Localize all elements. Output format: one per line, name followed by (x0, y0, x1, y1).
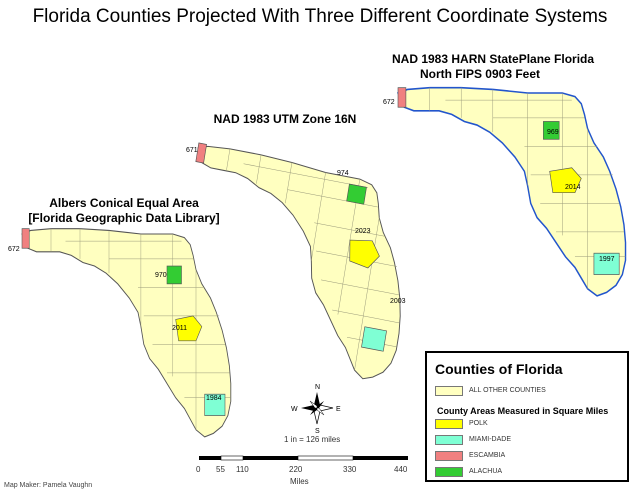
legend-miami-dade-swatch (435, 434, 463, 445)
scale-tick-0: 0 (196, 465, 201, 474)
albers-miami-dade-label: 1984 (206, 395, 222, 402)
legend-miami-dade-label: MIAMI-DADE (469, 436, 511, 443)
compass-e: E (336, 406, 341, 413)
albers-alachua-label: 970 (155, 272, 167, 279)
map-maker: Map Maker: Pamela Vaughn (4, 482, 93, 489)
legend-polk-label: POLK (469, 420, 488, 427)
stateplane-alachua-label: 969 (547, 129, 559, 136)
stateplane-alachua (543, 121, 560, 140)
legend-miami-dade-row: MIAMI-DADE (435, 433, 511, 446)
legend-other-swatch (435, 385, 463, 396)
legend-alachua-row: ALACHUA (435, 465, 502, 478)
legend-escambia-swatch (435, 450, 463, 461)
scale-tick-330: 330 (343, 465, 357, 474)
scale-tick-55: 55 (216, 465, 225, 474)
albers-label-line1: Albers Conical Equal Area (49, 196, 199, 210)
legend-alachua-swatch (435, 466, 463, 477)
utm-polk-label: 2023 (355, 228, 371, 235)
legend: Counties of Florida ALL OTHER COUNTIES C… (425, 351, 629, 482)
albers-escambia-label: 672 (8, 246, 20, 253)
utm-polk (349, 239, 380, 269)
stateplane-escambia-label: 672 (383, 99, 395, 106)
stateplane-label-line1: NAD 1983 HARN StatePlane Florida (392, 52, 595, 66)
legend-subtitle: County Areas Measured in Square Miles (437, 406, 609, 416)
legend-title: Counties of Florida (435, 361, 563, 377)
map-title: Florida Counties Projected With Three Di… (32, 6, 608, 27)
stateplane-escambia (397, 87, 407, 108)
utm-label-line1: NAD 1983 UTM Zone 16N (213, 112, 357, 126)
utm-escambia (195, 142, 207, 164)
albers-alachua (166, 265, 182, 285)
legend-polk-swatch (435, 418, 463, 429)
scale-tick-440: 440 (394, 465, 408, 474)
albers-miami-dade (204, 393, 226, 416)
stateplane-polk (549, 167, 582, 194)
albers-escambia (21, 228, 30, 249)
utm-miami-dade-label: 2003 (390, 298, 406, 305)
legend-polk-row: POLK (435, 417, 488, 430)
compass-n: N (315, 384, 320, 391)
legend-escambia-label: ESCAMBIA (469, 452, 506, 459)
scale-tick-110: 110 (236, 465, 249, 474)
stateplane-label-line2: North FIPS 0903 Feet (419, 67, 541, 81)
scale-bar (199, 455, 408, 461)
compass-rose-icon: N S E W (291, 384, 341, 435)
utm-alachua (346, 183, 367, 205)
scale-units: Miles (290, 477, 309, 486)
stateplane-miami-dade-label: 1997 (599, 256, 615, 263)
stateplane-miami-dade (593, 252, 620, 275)
albers-label-line2: [Florida Geographic Data Library] (28, 211, 220, 225)
scale-ratio: 1 in = 126 miles (284, 435, 341, 444)
albers-polk-label: 2011 (172, 325, 187, 332)
albers-map (21, 227, 232, 438)
compass-w: W (291, 406, 298, 413)
utm-alachua-label: 974 (337, 170, 349, 177)
albers-label: Albers Conical Equal Area [Florida Geogr… (26, 196, 222, 226)
utm-map (165, 142, 424, 385)
legend-alachua-label: ALACHUA (469, 468, 503, 475)
stateplane-polk-label: 2014 (565, 184, 581, 191)
scale-tick-220: 220 (289, 465, 303, 474)
utm-label: NAD 1983 UTM Zone 16N (210, 112, 360, 127)
legend-escambia-row: ESCAMBIA (435, 449, 505, 462)
legend-other-row: ALL OTHER COUNTIES (435, 384, 546, 397)
utm-miami-dade (361, 326, 387, 352)
legend-other-label: ALL OTHER COUNTIES (469, 387, 546, 394)
utm-escambia-label: 671 (186, 147, 198, 154)
albers-polk (175, 315, 203, 342)
stateplane-map (397, 86, 627, 297)
compass-s: S (315, 428, 320, 435)
stateplane-label: NAD 1983 HARN StatePlane Florida North F… (392, 52, 595, 82)
